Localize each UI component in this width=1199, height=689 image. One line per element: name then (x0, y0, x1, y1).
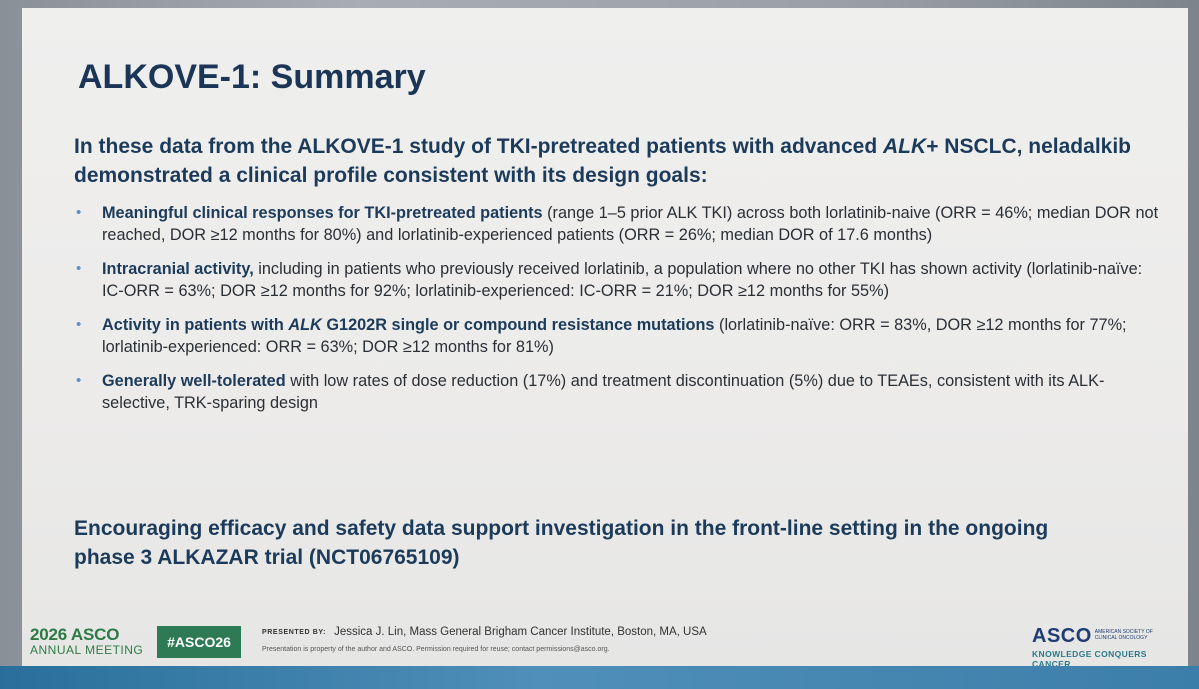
bullet-marker: • (76, 204, 82, 221)
slide: ALKOVE-1: Summary In these data from the… (22, 8, 1188, 669)
bullet-text: (range 1–5 prior ALK TKI) across both lo… (102, 204, 1159, 244)
bullet-marker: • (76, 372, 82, 389)
intro-part2: + NSCLC, neladalkib demonstrated a clini… (74, 135, 1131, 187)
meeting-logo-subtitle: ANNUAL MEETING (30, 643, 144, 657)
slide-title: ALKOVE-1: Summary (78, 58, 426, 96)
bullet-heading: Meaningful clinical responses for TKI-pr… (102, 204, 543, 222)
hashtag-badge: #ASCO26 (157, 626, 241, 658)
intro-statement: In these data from the ALKOVE-1 study of… (74, 132, 1154, 190)
presenter-name: Jessica J. Lin, Mass General Brigham Can… (334, 626, 707, 638)
asco-annual-meeting-logo: 2026 ASCO ANNUAL MEETING (30, 626, 143, 657)
asco-tagline: KNOWLEDGE CONQUERS CANCER (1032, 649, 1147, 669)
permission-notice: Presentation is property of the author a… (262, 646, 610, 653)
meeting-logo-title: 2026 ASCO (30, 625, 120, 644)
bullet-heading: Intracranial activity, (102, 260, 254, 278)
bullet-marker: • (76, 316, 82, 333)
bullet-text: (lorlatinib-naïve: ORR = 83%, DOR ≥12 mo… (102, 316, 1127, 356)
bullet-text: including in patients who previously rec… (102, 260, 1143, 300)
bullet-heading: Generally well-tolerated (102, 372, 286, 390)
bullet-marker: • (76, 260, 82, 277)
conclusion-statement: Encouraging efficacy and safety data sup… (74, 517, 1049, 569)
bullet-intracranial-activity: • Intracranial activity, including in pa… (74, 258, 1164, 302)
intro-part1: In these data from the ALKOVE-1 study of… (74, 135, 884, 158)
background-band (0, 666, 1199, 689)
bullet-g1202r-activity: • Activity in patients with ALK G1202R s… (74, 314, 1164, 358)
bullet-text: with low rates of dose reduction (17%) a… (102, 372, 1105, 412)
asco-society-logo: ASCO AMERICAN SOCIETY OF CLINICAL ONCOLOG… (1032, 626, 1188, 669)
presented-by-label: PRESENTED BY: (262, 629, 327, 636)
bullet-tolerability: • Generally well-tolerated with low rate… (74, 370, 1164, 414)
bullet-heading-italic: ALK (288, 316, 322, 334)
bullet-heading-a: Activity in patients with (102, 316, 289, 334)
intro-italic: ALK (883, 135, 927, 158)
asco-society-name: AMERICAN SOCIETY OF CLINICAL ONCOLOGY (1094, 629, 1153, 641)
summary-bullets: • Meaningful clinical responses for TKI-… (74, 202, 1164, 426)
bullet-heading-b: G1202R single or compound resistance mut… (321, 316, 715, 334)
presenter-line: PRESENTED BY: Jessica J. Lin, Mass Genera… (262, 626, 707, 638)
bullet-clinical-responses: • Meaningful clinical responses for TKI-… (74, 202, 1164, 246)
asco-wordmark: ASCO (1032, 625, 1092, 647)
